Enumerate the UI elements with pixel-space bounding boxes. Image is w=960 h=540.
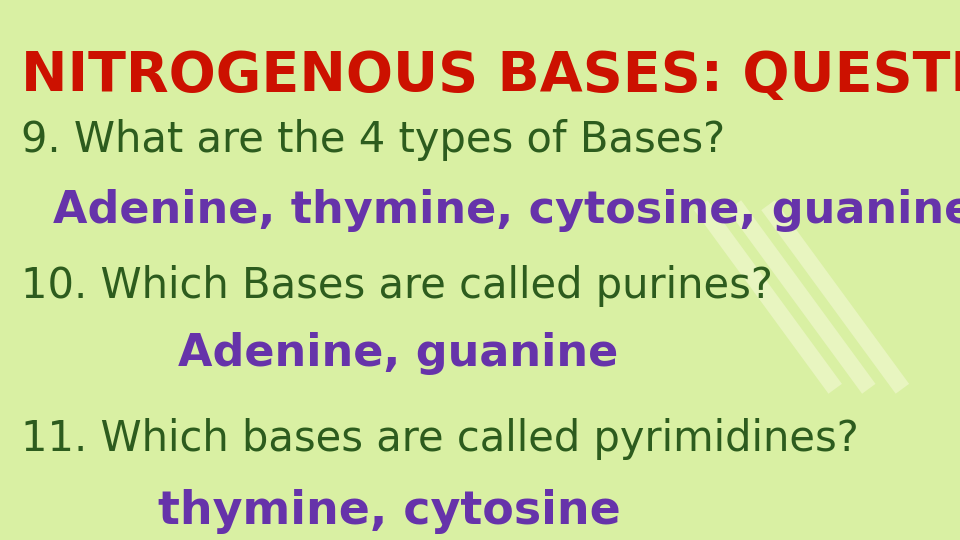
- Text: NITROGENOUS BASES: QUESTION CHECK: NITROGENOUS BASES: QUESTION CHECK: [21, 49, 960, 103]
- Text: thymine, cytosine: thymine, cytosine: [158, 489, 621, 534]
- Text: 10. Which Bases are called purines?: 10. Which Bases are called purines?: [21, 265, 773, 307]
- Text: 11. Which bases are called pyrimidines?: 11. Which bases are called pyrimidines?: [21, 418, 859, 461]
- Text: Adenine, thymine, cytosine, guanine: Adenine, thymine, cytosine, guanine: [53, 189, 960, 232]
- Text: Adenine, guanine: Adenine, guanine: [178, 332, 618, 375]
- Text: 9. What are the 4 types of Bases?: 9. What are the 4 types of Bases?: [21, 119, 725, 161]
